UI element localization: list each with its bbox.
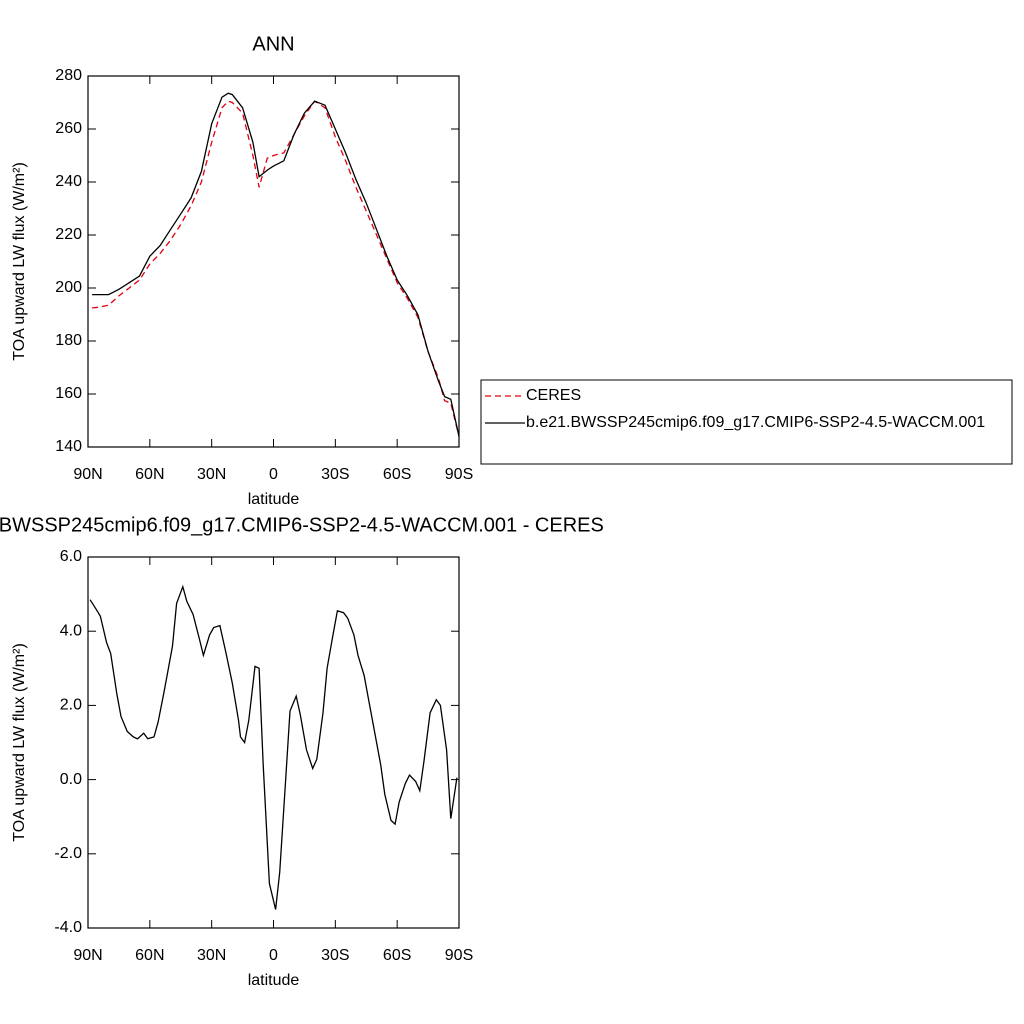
legend-label: CERES <box>526 387 581 404</box>
x-axis-label: latitude <box>248 491 300 508</box>
x-tick-label: 0 <box>269 947 278 964</box>
chart-title: b.e21.BWSSP245cmip6.f09_g17.CMIP6-SSP2-4… <box>0 514 604 536</box>
y-tick-label: 200 <box>55 279 82 296</box>
y-tick-label: 6.0 <box>60 548 82 565</box>
x-tick-label: 90N <box>73 466 102 483</box>
x-tick-label: 60S <box>383 466 411 483</box>
legend-label: b.e21.BWSSP245cmip6.f09_g17.CMIP6-SSP2-4… <box>526 414 985 431</box>
x-tick-label: 90S <box>445 466 473 483</box>
y-tick-label: 240 <box>55 173 82 190</box>
y-tick-label: -2.0 <box>54 845 82 862</box>
data-line <box>92 100 460 437</box>
x-tick-label: 60S <box>383 947 411 964</box>
plot-frame <box>87 556 460 929</box>
y-tick-label: 4.0 <box>60 622 82 639</box>
x-tick-label: 30S <box>321 466 349 483</box>
x-axis-label: latitude <box>248 972 300 989</box>
data-line <box>89 584 458 910</box>
legend: CERES b.e21.BWSSP245cmip6.f09_g17.CMIP6-S… <box>480 379 1013 465</box>
x-tick-label: 30N <box>197 466 226 483</box>
x-tick-label: 60N <box>135 947 164 964</box>
y-tick-label: 0.0 <box>60 771 82 788</box>
y-tick-label: -4.0 <box>54 919 82 936</box>
x-tick-label: 90S <box>445 947 473 964</box>
x-tick-label: 0 <box>269 466 278 483</box>
chart-title: ANN <box>252 33 294 55</box>
y-tick-label: 180 <box>55 332 82 349</box>
legend-box <box>480 379 1013 465</box>
y-tick-label: 160 <box>55 385 82 402</box>
y-tick-label: 140 <box>55 438 82 455</box>
x-tick-label: 30N <box>197 947 226 964</box>
plot-frame <box>87 75 460 448</box>
data-line <box>92 92 460 437</box>
x-tick-label: 30S <box>321 947 349 964</box>
x-tick-label: 90N <box>73 947 102 964</box>
y-axis-label: TOA upward LW flux (W/m²) <box>11 643 28 842</box>
x-tick-label: 60N <box>135 466 164 483</box>
y-tick-label: 280 <box>55 67 82 84</box>
y-axis-label: TOA upward LW flux (W/m²) <box>11 162 28 361</box>
y-tick-label: 2.0 <box>60 697 82 714</box>
y-tick-label: 220 <box>55 226 82 243</box>
y-tick-label: 260 <box>55 120 82 137</box>
